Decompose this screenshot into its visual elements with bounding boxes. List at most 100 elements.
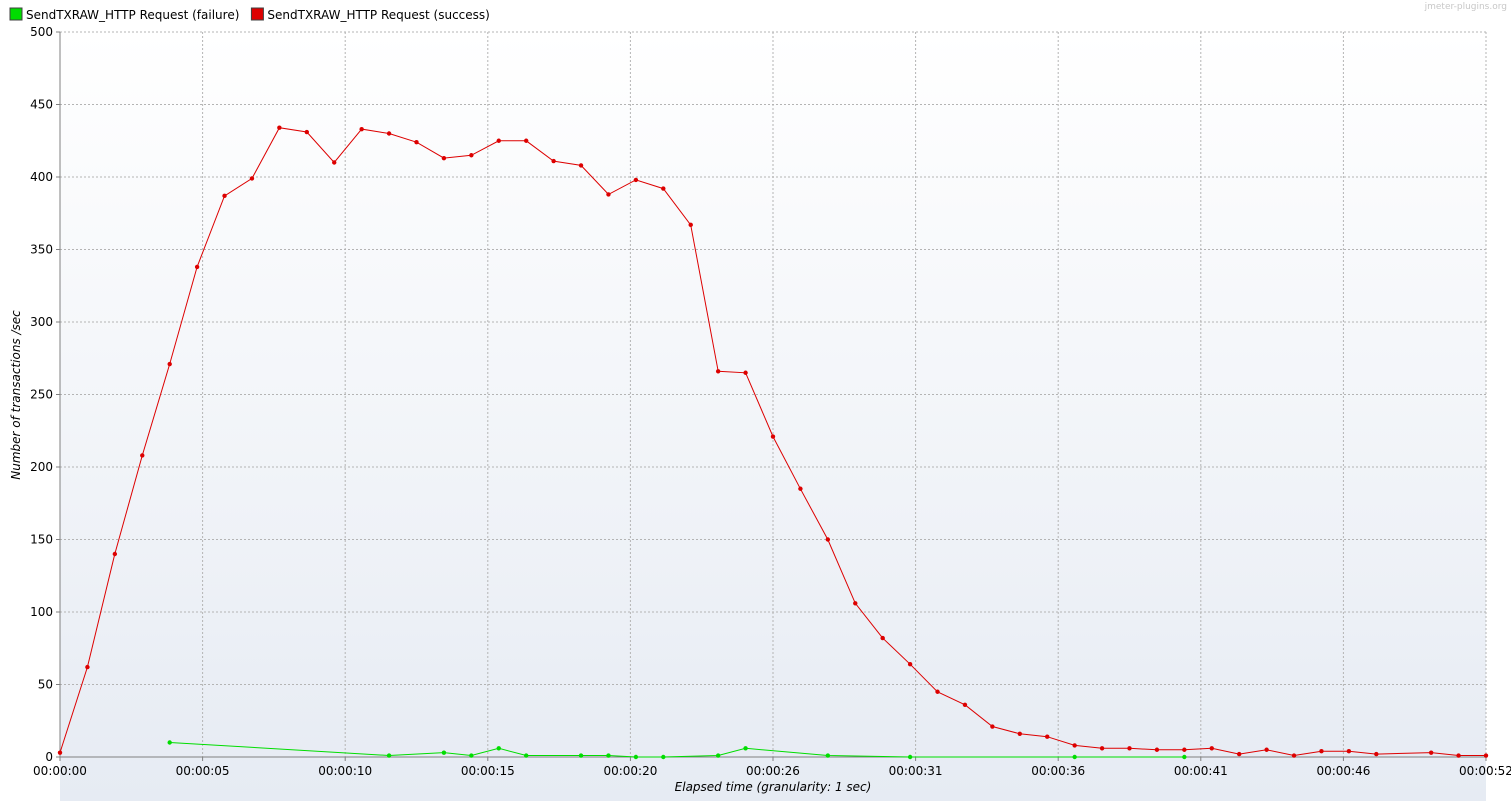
data-point (441, 155, 447, 161)
data-point (1346, 749, 1352, 754)
y-tick-label: 400 (30, 170, 53, 184)
data-point (1099, 746, 1105, 751)
data-point (743, 370, 748, 375)
data-point (1045, 734, 1050, 739)
data-point (277, 125, 282, 130)
x-tick-label: 00:00:10 (318, 764, 372, 778)
series-line (59, 127, 1486, 757)
data-point (1374, 751, 1379, 757)
x-tick-label: 00:00:20 (603, 764, 657, 778)
data-point (523, 138, 529, 143)
data-point (304, 129, 310, 135)
legend-swatch (9, 7, 23, 21)
y-tick-label: 100 (30, 605, 53, 619)
y-axis-title: Number of transactions /sec (9, 310, 23, 480)
series-line (169, 742, 1185, 758)
data-point (386, 131, 392, 136)
data-point (990, 724, 995, 729)
data-point (496, 138, 501, 143)
data-point (633, 177, 639, 183)
x-tick-label: 00:00:15 (461, 764, 515, 778)
data-point (140, 453, 145, 458)
y-tick-label: 300 (30, 315, 53, 329)
y-tick-label: 0 (45, 750, 53, 764)
x-tick-label: 00:00:41 (1174, 764, 1228, 778)
data-point (112, 551, 118, 557)
data-point (907, 754, 913, 760)
data-point (578, 753, 584, 758)
data-point (1182, 747, 1187, 752)
data-point (688, 222, 693, 228)
data-point (1182, 754, 1187, 760)
y-tick-label: 150 (30, 533, 53, 547)
data-point (962, 702, 968, 707)
legend-entry: SendTXRAW_HTTP Request (success) (267, 8, 489, 22)
data-point (167, 740, 172, 745)
data-point (715, 753, 721, 758)
data-point (1072, 754, 1077, 760)
x-tick-label: 00:00:36 (1031, 764, 1085, 778)
data-point (1456, 753, 1461, 758)
data-point (715, 369, 721, 374)
legend-entry: SendTXRAW_HTTP Request (failure) (26, 8, 239, 22)
data-point (770, 434, 776, 439)
data-point (167, 361, 172, 367)
data-point (359, 126, 364, 132)
data-point (222, 193, 227, 199)
x-tick-label: 00:00:26 (746, 764, 800, 778)
data-point (935, 689, 940, 694)
y-tick-label: 200 (30, 460, 53, 474)
data-point (1483, 753, 1489, 758)
grid-lines (60, 31, 1487, 757)
data-point (551, 158, 556, 164)
x-tick-label: 00:00:00 (33, 764, 87, 778)
data-point (1154, 747, 1160, 752)
series-layer (57, 125, 1489, 760)
data-point (1264, 747, 1269, 752)
data-point (194, 264, 200, 270)
y-tick-label: 450 (30, 98, 53, 112)
x-axis-title: Elapsed time (granularity: 1 sec) (675, 780, 872, 794)
series-group (57, 125, 1489, 758)
data-point (1209, 746, 1214, 751)
legend-swatch (250, 7, 264, 21)
data-point (1127, 746, 1132, 751)
data-point (441, 750, 447, 755)
data-point (661, 754, 666, 760)
data-point (661, 186, 666, 191)
x-tick-label: 00:00:52 (1459, 764, 1511, 778)
data-point (249, 176, 255, 181)
data-point (606, 192, 611, 197)
data-point (1291, 753, 1297, 758)
data-point (496, 746, 501, 751)
data-point (578, 163, 584, 168)
data-point (332, 160, 337, 165)
data-point (633, 754, 639, 760)
data-point (825, 753, 831, 758)
y-tick-label: 50 (38, 678, 53, 692)
x-tick-label: 00:00:05 (176, 764, 230, 778)
data-point (798, 486, 803, 491)
x-tick-label: 00:00:31 (889, 764, 943, 778)
legend: SendTXRAW_HTTP Request (failure) SendTXRA… (9, 7, 490, 22)
axes: 0 50 100 150 200 250 300 350 400 450 500 00:00:00 00… (30, 25, 1511, 778)
watermark-text: jmeter-plugins.org (1424, 2, 1507, 12)
data-point (523, 753, 529, 758)
data-point (386, 753, 392, 758)
data-point (880, 635, 885, 641)
data-point (606, 753, 611, 758)
series-group (167, 740, 1187, 760)
y-tick-label: 250 (30, 388, 53, 402)
data-point (1319, 749, 1324, 754)
y-tick-label: 350 (30, 243, 53, 257)
data-point (825, 537, 831, 542)
data-point (1236, 751, 1242, 757)
data-point (1072, 743, 1077, 748)
data-point (1017, 731, 1023, 736)
data-point (743, 746, 748, 751)
data-point (57, 750, 63, 755)
data-point (907, 662, 913, 667)
data-point (853, 601, 858, 606)
